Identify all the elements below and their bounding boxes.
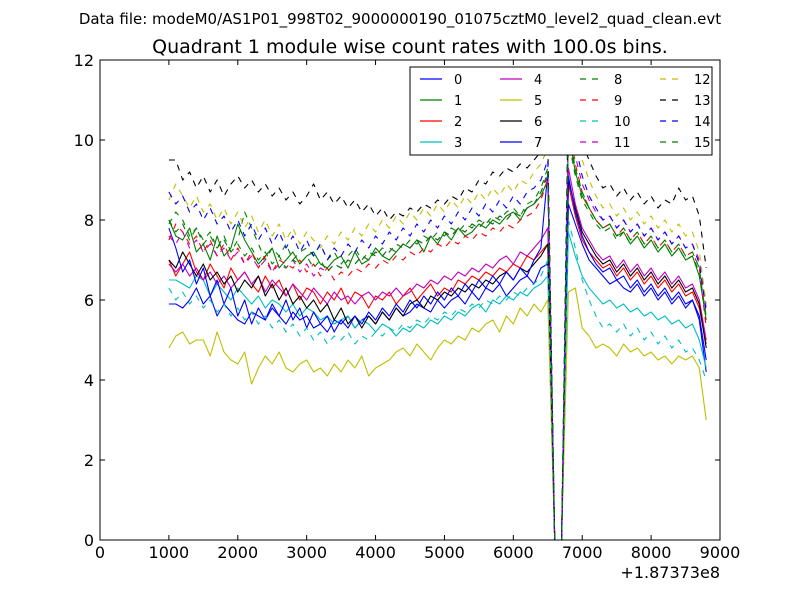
legend-label-10: 10 — [614, 115, 631, 130]
series-line-6 — [168, 179, 707, 541]
legend-label-14: 14 — [694, 115, 711, 130]
x-tick-label: 0 — [95, 543, 105, 562]
series-line-3 — [168, 231, 707, 541]
x-tick-label: 5000 — [424, 543, 465, 562]
x-tick-label: 2000 — [217, 543, 258, 562]
series-line-9 — [168, 119, 707, 541]
x-tick-label: 9000 — [700, 543, 741, 562]
series-line-1 — [168, 131, 707, 541]
chart-title: Quadrant 1 module wise count rates with … — [152, 36, 668, 58]
series-line-7 — [168, 171, 707, 541]
x-tick-label: 7000 — [562, 543, 603, 562]
legend-label-3: 3 — [454, 136, 462, 151]
x-tick-label: 4000 — [355, 543, 396, 562]
series-line-10 — [168, 219, 707, 541]
series-layer — [168, 75, 707, 541]
legend-label-13: 13 — [694, 94, 711, 109]
series-line-13 — [168, 91, 707, 541]
y-tick-label: 10 — [74, 131, 94, 150]
legend-box — [409, 66, 713, 156]
y-tick-label: 8 — [84, 211, 94, 230]
series-line-12 — [168, 75, 707, 541]
series-line-2 — [168, 183, 707, 541]
series-line-5 — [168, 287, 707, 541]
x-tick-label: 8000 — [631, 543, 672, 562]
legend-label-5: 5 — [534, 94, 542, 109]
y-tick-label: 12 — [74, 51, 94, 70]
legend-label-15: 15 — [694, 136, 711, 151]
series-line-14 — [168, 99, 707, 541]
x-tick-label: 3000 — [286, 543, 327, 562]
legend-label-2: 2 — [454, 115, 462, 130]
legend-label-9: 9 — [614, 94, 622, 109]
legend-label-12: 12 — [694, 73, 711, 88]
chart-suptitle: Data file: modeM0/AS1P01_998T02_90000001… — [79, 10, 721, 29]
x-tick-label: 6000 — [493, 543, 534, 562]
x-offset-label: +1.87373e8 — [620, 563, 720, 582]
y-tick-label: 0 — [84, 531, 94, 550]
y-tick-label: 6 — [84, 291, 94, 310]
legend-label-1: 1 — [454, 94, 462, 109]
legend-label-11: 11 — [614, 136, 631, 151]
x-tick-label: 1000 — [149, 543, 190, 562]
y-tick-label: 2 — [84, 451, 94, 470]
y-tick-label: 4 — [84, 371, 94, 390]
legend-label-0: 0 — [454, 73, 462, 88]
legend-label-8: 8 — [614, 73, 622, 88]
legend-label-7: 7 — [534, 136, 542, 151]
ticks-layer: 0 1000 2000 3000 4000 5000 6000 7000 8000 9000 0 2 4… — [74, 51, 741, 562]
series-line-15 — [168, 127, 707, 541]
legend-label-4: 4 — [534, 73, 542, 88]
legend-label-6: 6 — [534, 115, 542, 130]
